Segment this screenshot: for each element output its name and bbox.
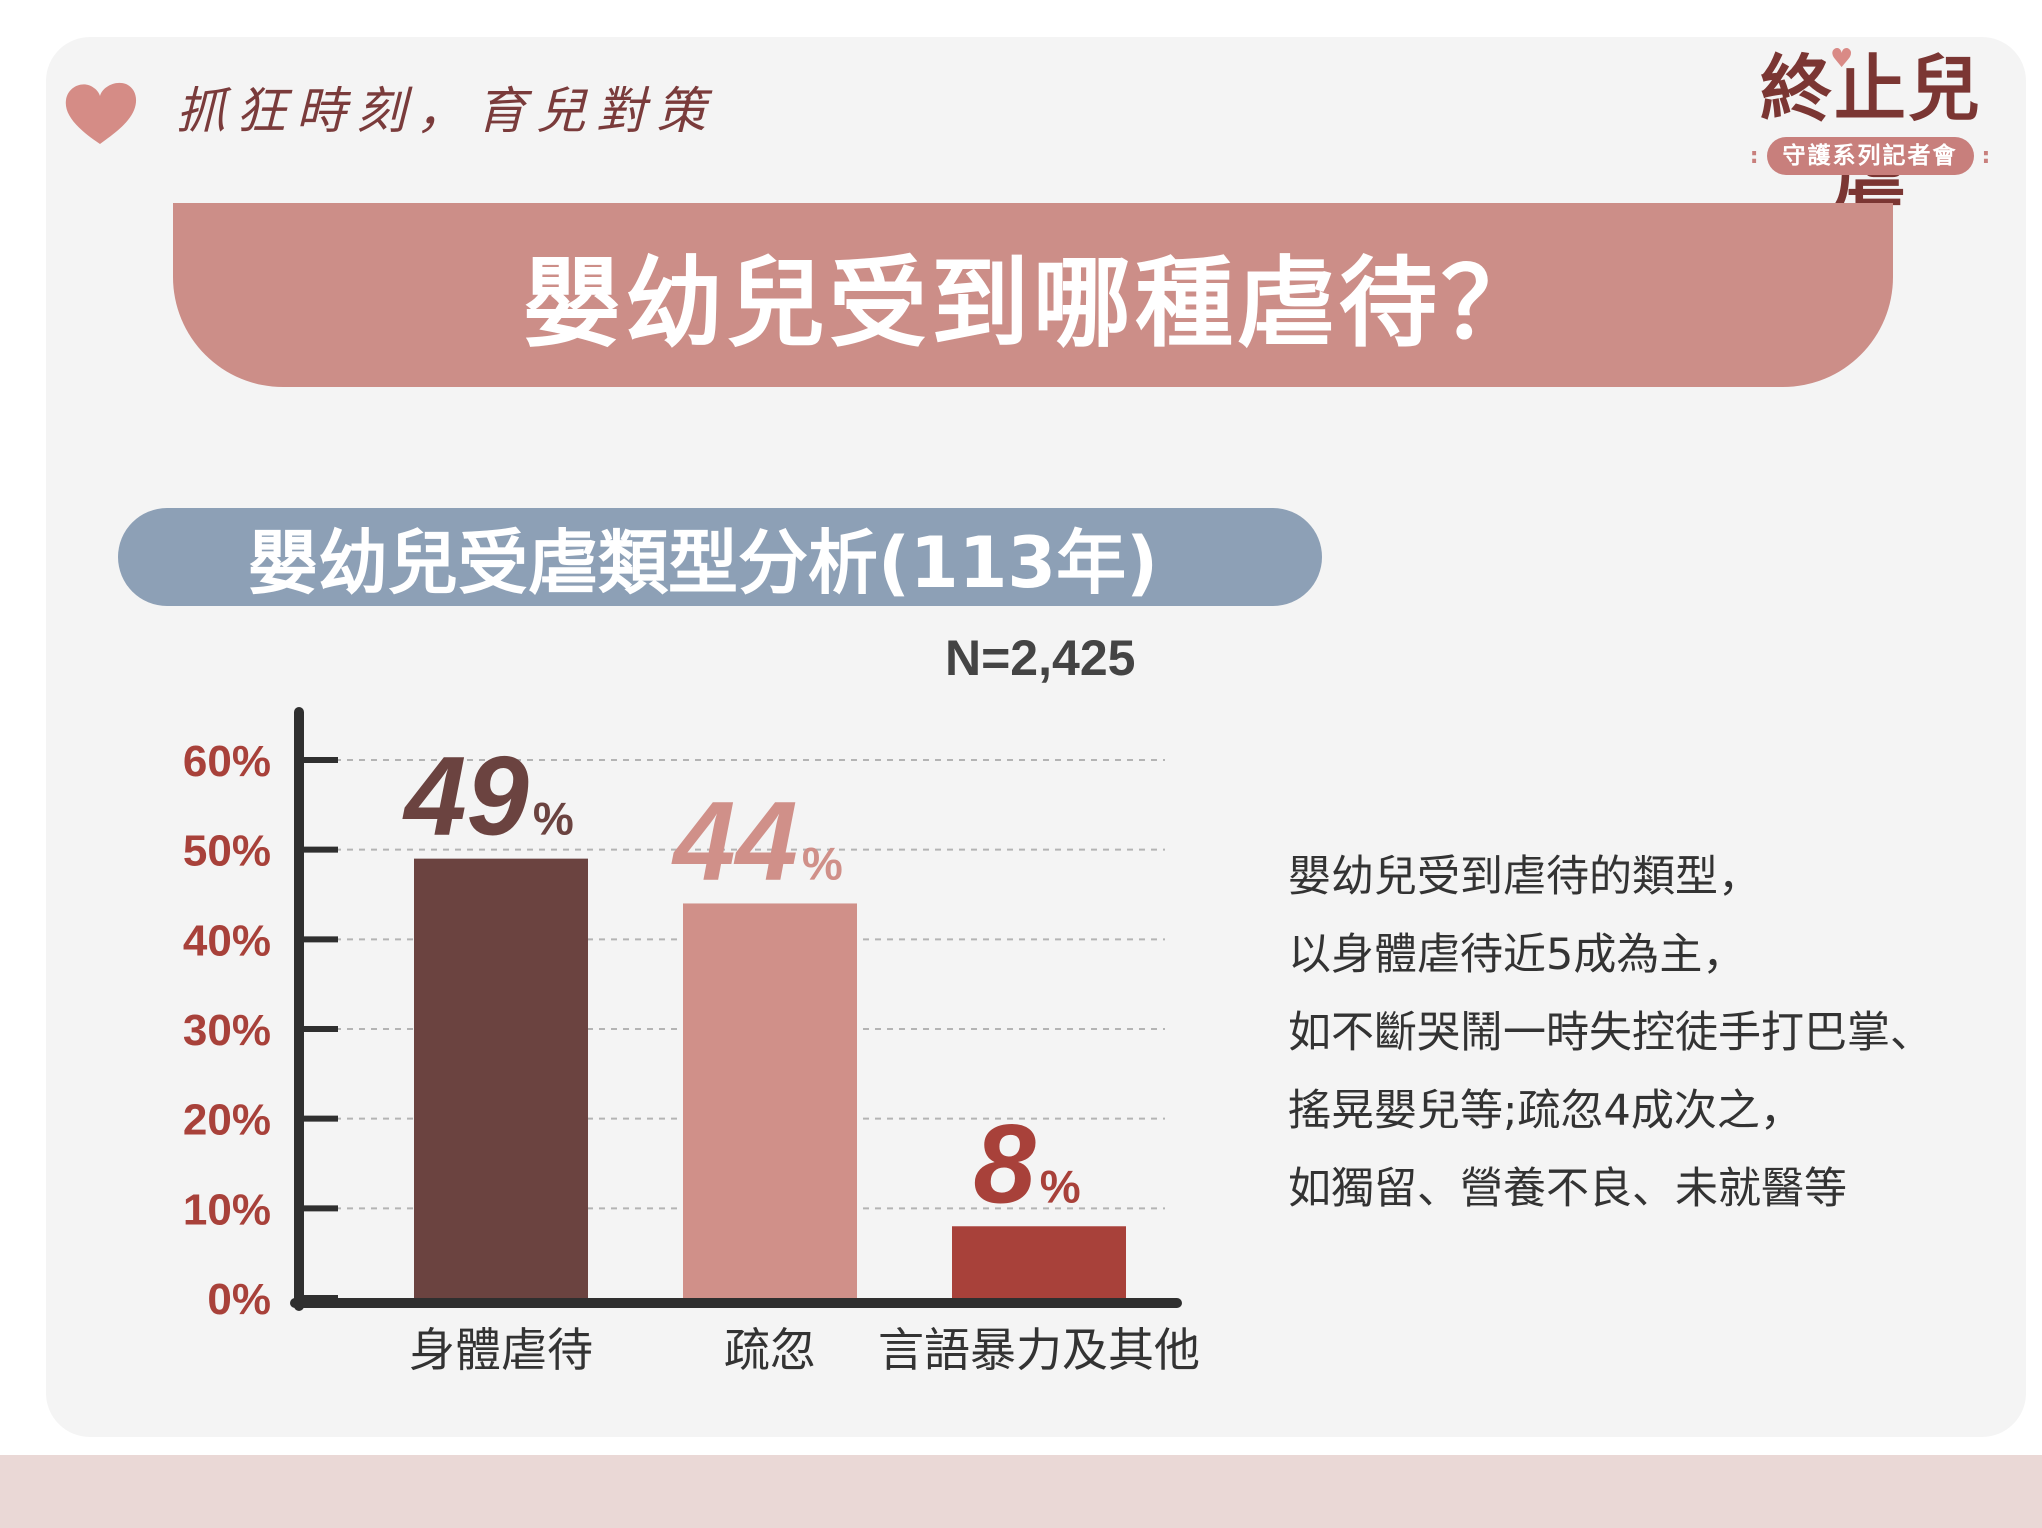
page-title: 嬰幼兒受到哪種虐待？ bbox=[522, 247, 1543, 361]
y-axis-ticks: 0% 10% 20% 30% 40% 50% 60% bbox=[183, 737, 338, 1324]
x-axis-categories: 身體虐待 疏忽 言語暴力及其他 bbox=[409, 1324, 1200, 1376]
y-tick-label: 60% bbox=[183, 737, 271, 786]
bar bbox=[683, 903, 857, 1298]
chart-title-pill: 嬰幼兒受虐類型分析(113年) bbox=[118, 508, 1322, 606]
sample-size: N=2,425 bbox=[945, 630, 1135, 686]
y-tick-label: 30% bbox=[183, 1006, 271, 1055]
y-tick-label: 40% bbox=[183, 916, 271, 965]
bar-chart: N=2,425 0% 10% 20% 30% 40% 50% 60% 49% 44% 8% 身體… bbox=[183, 630, 1200, 1376]
x-category-label: 身體虐待 bbox=[409, 1324, 593, 1376]
x-category-label: 疏忽 bbox=[724, 1324, 816, 1376]
brand-dots-left-icon: : bbox=[1749, 143, 1759, 169]
heart-icon bbox=[65, 82, 137, 144]
data-labels: 49% 44% 8% bbox=[402, 734, 1080, 1227]
brand-heart-icon: ♥ bbox=[1830, 44, 1854, 74]
chart-title: 嬰幼兒受虐類型分析(113年) bbox=[248, 521, 1159, 604]
data-label: 49% bbox=[402, 734, 573, 859]
brand-subtitle: 守護系列記者會 bbox=[1766, 137, 1974, 175]
note-text: 嬰幼兒受到虐待的類型， 以身體虐待近5成為主， 如不斷哭鬧一時失控徒手打巴掌、 … bbox=[1288, 838, 2028, 1228]
x-category-label: 言語暴力及其他 bbox=[878, 1324, 1200, 1376]
note-line: 如獨留、營養不良、未就醫等 bbox=[1288, 1164, 1847, 1214]
y-tick-label: 20% bbox=[183, 1096, 271, 1145]
brand-subtitle-row: : 守護系列記者會 : bbox=[1724, 136, 2016, 176]
title-banner: 嬰幼兒受到哪種虐待？ bbox=[173, 203, 1893, 387]
data-label: 8% bbox=[973, 1101, 1080, 1226]
note-line: 搖晃嬰兒等;疏忽4成次之， bbox=[1288, 1086, 1803, 1136]
bottom-band bbox=[0, 1455, 2042, 1528]
brand-dots-right-icon: : bbox=[1981, 143, 1991, 169]
bar bbox=[952, 1226, 1126, 1298]
tagline: 抓狂時刻，育兒對策 bbox=[176, 82, 716, 140]
bar bbox=[414, 858, 588, 1298]
y-tick-label: 50% bbox=[183, 827, 271, 876]
note-line: 以身體虐待近5成為主， bbox=[1288, 930, 1746, 980]
bars bbox=[414, 858, 1126, 1298]
y-tick-label: 10% bbox=[183, 1185, 271, 1234]
note-line: 嬰幼兒受到虐待的類型， bbox=[1288, 852, 1761, 902]
y-tick-label: 0% bbox=[207, 1275, 271, 1324]
note-line: 如不斷哭鬧一時失控徒手打巴掌、 bbox=[1288, 1008, 1933, 1058]
data-label: 44% bbox=[671, 778, 842, 903]
